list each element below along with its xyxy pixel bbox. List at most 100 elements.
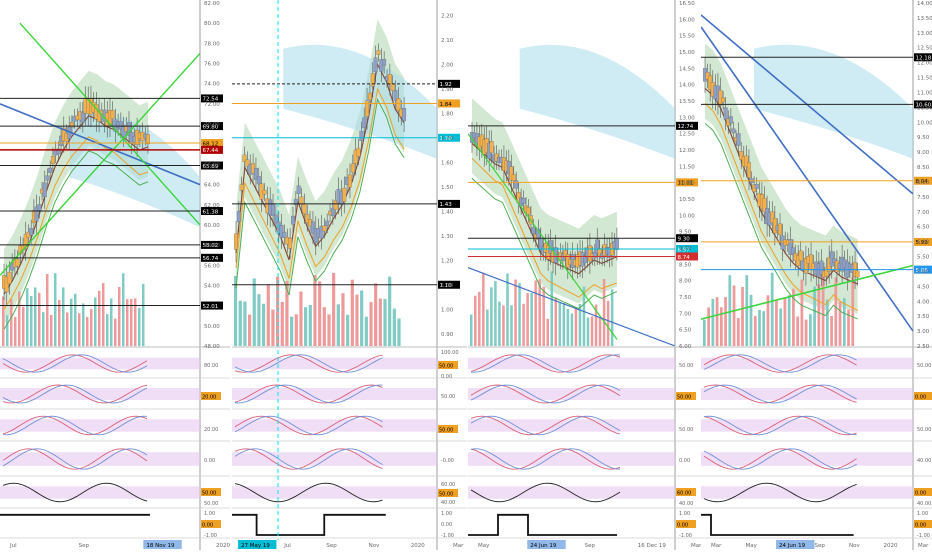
price-badge-label: 1.10 bbox=[440, 283, 453, 289]
oscillator-axis-label: 50.00 bbox=[679, 427, 693, 433]
moving-average-line bbox=[704, 123, 858, 320]
price-badge-label: 52.01 bbox=[203, 304, 219, 310]
y-tick-label: 8.50 bbox=[917, 165, 930, 171]
candle-body bbox=[396, 98, 401, 111]
volume-bar bbox=[851, 276, 855, 346]
oscillator-axis-label: 1.00 bbox=[917, 511, 928, 517]
candle-body bbox=[489, 141, 494, 153]
candle-body bbox=[376, 50, 381, 55]
y-tick-label: 50.00 bbox=[204, 324, 220, 330]
volume-bar bbox=[134, 298, 137, 346]
volume-bar bbox=[813, 286, 816, 346]
oscillator-badge bbox=[914, 520, 932, 528]
volume-bar bbox=[590, 316, 594, 346]
y-tick-label: 15.00 bbox=[679, 50, 695, 56]
volume-bar bbox=[830, 315, 833, 346]
volume-bar bbox=[570, 313, 574, 346]
volume-bar bbox=[728, 275, 732, 346]
candle-body bbox=[526, 207, 531, 215]
candle-body bbox=[7, 271, 12, 284]
volume-bar bbox=[474, 295, 477, 346]
volume-bar bbox=[598, 317, 602, 346]
oscillator-axis-label: 50.00 bbox=[439, 363, 453, 369]
x-axis-label: 27 May 19 bbox=[241, 543, 270, 549]
oscillator-axis-label: 40.00 bbox=[441, 500, 455, 506]
oscillator-line bbox=[234, 384, 383, 404]
oscillator-axis-label: 60.00 bbox=[677, 490, 691, 496]
oscillator-band bbox=[701, 486, 913, 499]
candle-body bbox=[855, 270, 860, 278]
x-axis-label: Sep bbox=[79, 543, 90, 549]
oscillator-line bbox=[703, 415, 857, 436]
oscillator-badge bbox=[438, 489, 458, 497]
y-tick-label: 13.00 bbox=[679, 115, 695, 121]
oscillator-band bbox=[232, 388, 437, 400]
candle-body bbox=[362, 117, 367, 129]
volume-bar bbox=[758, 309, 761, 346]
x-axis-label: Jul bbox=[9, 543, 17, 549]
price-badge bbox=[201, 240, 223, 249]
oscillator-line bbox=[703, 384, 857, 404]
oscillator-axis-label: 1.00 bbox=[679, 511, 690, 517]
volume-bar bbox=[34, 287, 37, 346]
volume-bar bbox=[546, 318, 549, 346]
y-tick-label: 13.50 bbox=[917, 16, 932, 22]
oscillator-axis-label: 50.00 bbox=[441, 394, 455, 400]
chart-panel-4[interactable]: 12.18 10.60 8.04 5.99 5.06 14.00 13.50 13.00 12.… bbox=[701, 0, 932, 550]
candle-body bbox=[42, 182, 47, 198]
candle-body bbox=[367, 92, 372, 100]
moving-average-line bbox=[3, 150, 149, 330]
volume-bar bbox=[478, 291, 481, 346]
oscillator-axis-label: 0.00 bbox=[202, 522, 213, 528]
candle-body bbox=[387, 74, 392, 86]
y-tick-label: 1.30 bbox=[441, 234, 454, 240]
y-tick-label: 1.60 bbox=[441, 160, 454, 166]
y-tick-label: 1.10 bbox=[441, 283, 454, 289]
volume-bar bbox=[248, 314, 252, 346]
oscillator-line bbox=[2, 415, 148, 436]
volume-bar bbox=[94, 297, 97, 346]
oscillator-axis-label: 50.00 bbox=[439, 491, 453, 497]
x-axis-label: 2020 bbox=[411, 543, 425, 549]
oscillator-axis-label: 0.00 bbox=[915, 522, 926, 528]
volume-bar bbox=[770, 272, 774, 346]
y-tick-label: 6.00 bbox=[679, 344, 692, 350]
candle-body bbox=[342, 187, 347, 202]
volume-bar bbox=[383, 298, 387, 346]
volume-bar bbox=[70, 298, 73, 346]
candle-body bbox=[731, 128, 736, 134]
volume-bar bbox=[582, 286, 586, 346]
volume-bar bbox=[792, 288, 795, 346]
y-tick-label: 10.00 bbox=[679, 213, 695, 219]
candle-body bbox=[597, 248, 602, 257]
candle-body bbox=[236, 211, 241, 223]
candle-body bbox=[350, 163, 355, 173]
signal-step-line bbox=[468, 513, 618, 536]
volume-bar bbox=[271, 309, 275, 346]
volume-bar bbox=[252, 278, 256, 346]
chart-panel-2[interactable]: 1.92 1.84 1.70 1.43 1.10 2.20 2.10 2.00 1.90 1.80… bbox=[232, 0, 467, 550]
volume-bar bbox=[30, 296, 33, 346]
x-axis-highlight bbox=[776, 540, 815, 549]
volume-bar bbox=[554, 297, 558, 346]
volume-bar bbox=[18, 291, 21, 346]
volume-bar bbox=[243, 301, 247, 346]
y-tick-label: 13.00 bbox=[917, 31, 932, 37]
x-axis-label: Nov bbox=[369, 543, 380, 549]
signal-step-line bbox=[701, 513, 854, 536]
candle-body bbox=[587, 245, 592, 262]
oscillator-badge bbox=[201, 520, 221, 528]
candle-body bbox=[373, 57, 378, 72]
price-badge-label: 8.74 bbox=[678, 255, 691, 261]
volume-bar bbox=[130, 299, 133, 346]
oscillator-axis-label: -1.00 bbox=[204, 533, 217, 539]
y-tick-label: 1.80 bbox=[441, 111, 454, 117]
y-tick-label: 15.50 bbox=[679, 34, 695, 40]
oscillator-axis-label: 50.00 bbox=[677, 394, 691, 400]
y-tick-label: 48.00 bbox=[204, 344, 220, 350]
chart-panel-3[interactable]: 12.74 11.01 9.30 8.97 8.74 16.50 16.00 15.50 15.… bbox=[468, 0, 705, 550]
oscillator-badge bbox=[676, 488, 696, 496]
y-tick-label: 7.50 bbox=[679, 295, 692, 301]
